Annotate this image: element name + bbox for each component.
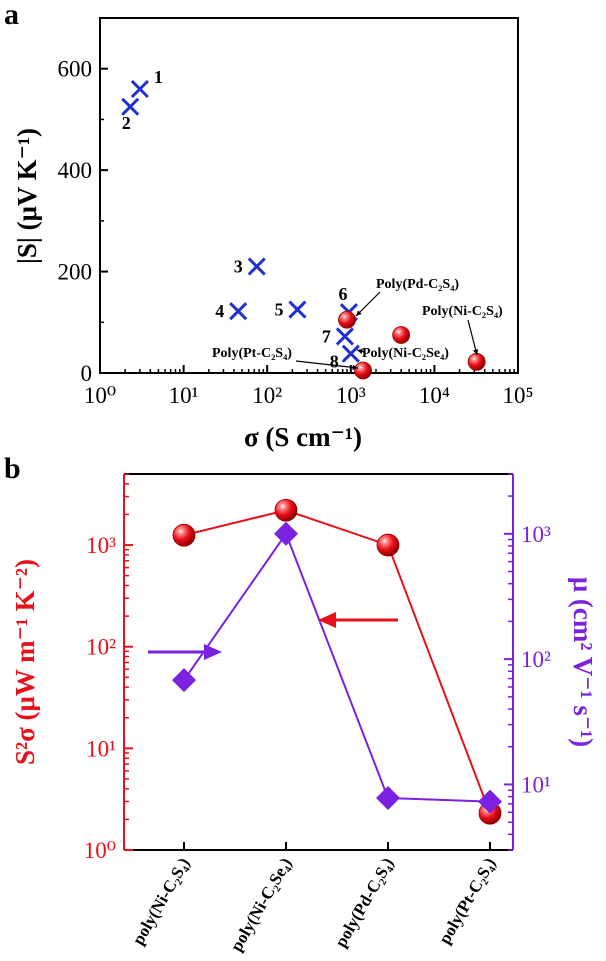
mobility-point [376,785,400,810]
material-annotation-label: Poly(Pd-C₂S₄) [376,277,459,292]
point-number-label: 7 [322,326,331,346]
annotation-arrow-icon [355,291,381,317]
panel-a-annotations: Poly(Pd-C₂S₄) Poly(Ni-C₂S₄) Poly(Pt-C₂S₄) P… [212,277,503,370]
panel-a-x-tick-label: 10⁰ [84,383,116,408]
material-annotation-label: Poly(Pt-C₂S₄) [212,346,292,361]
material-annotation-label: Poly(Ni-C₂S₄) [422,304,503,319]
point-number-label: 6 [338,284,347,304]
panel-b-category-ticks: poly(Ni-C₂S₄) poly(Ni-C₂Se₄) poly(Pd-C₂S₄)… [128,842,499,955]
power-factor-point [172,523,196,547]
panel-b-left-tick-label: 10⁰ [84,838,116,863]
panel-b-left-ticks: 10⁰ 10¹ 10² 10³ [84,473,133,863]
panel-b-label: b [4,452,21,485]
panel-a-y-tick-label: 0 [81,361,93,386]
panel-b-lines [183,509,491,814]
scatter-cross-point [341,344,360,363]
panel-a-x-axis-label: σ (S cm⁻¹) [244,422,362,452]
scatter-cross-point [229,302,248,321]
power-factor-point [274,498,298,522]
annotation-arrow-icon [356,348,365,354]
panel-b-category-label: poly(Pt-C₂S₄) [435,855,500,948]
point-number-label: 2 [122,113,131,133]
panel-b-right-tick-label: 10³ [521,522,551,547]
scatter-sphere-point [354,361,372,380]
panel-b-left-tick-label: 10¹ [86,736,116,761]
panel-a-x-tick-label: 10⁴ [419,383,450,408]
mobility-point [172,668,196,693]
panel-a-y-tick-label: 600 [58,57,93,82]
panel-b-left-axis-label: S²σ (μW m⁻¹ K⁻²) [10,559,40,765]
panel-a-x-tick-label: 10⁵ [502,383,533,408]
panel-a-y-tick-label: 200 [58,260,93,285]
point-number-label: 5 [274,300,283,320]
scatter-cross-point [335,327,354,346]
panel-a-frame [99,17,519,374]
scatter-cross-point [288,300,307,319]
panel-b-right-tick-label: 10¹ [521,772,551,797]
panel-a-x-tick-label: 10² [252,383,282,408]
panel-a-y-axis-label: |S| (μV K⁻¹) [12,128,42,264]
panel-a-chart: 10⁰ 10¹ 10² 10³ 10⁴ 10⁵ 0 200 400 600 1 2 3 4 5 6 7 8 P… [12,17,534,452]
panel-b-left-tick-label: 10² [86,635,116,660]
panel-b-category-label: poly(Ni-C₂S₄) [128,855,193,949]
panel-a-x-tick-label: 10³ [336,383,366,408]
panel-a-x-tick-label: 10¹ [169,383,199,408]
panel-b-right-ticks: 10¹ 10² 10³ [504,473,551,851]
panel-a-x-ticks: 10⁰ 10¹ 10² 10³ 10⁴ 10⁵ [84,365,534,408]
purple-arrow-icon [148,644,222,660]
point-number-label: 4 [215,301,224,321]
annotation-arrow-icon [295,360,359,370]
panel-a-label: a [4,0,19,31]
scatter-cross-point [247,257,266,276]
point-number-label: 8 [330,352,339,372]
mobility-point [274,521,298,546]
power-factor-line [183,509,491,814]
red-arrow-icon [318,612,398,628]
panel-b-right-axis-label: μ (cm² V⁻¹ s⁻¹) [568,577,598,747]
mobility-point [478,789,502,814]
panel-a-marks: 1 2 3 4 5 6 7 8 [121,67,486,380]
panel-b-left-tick-label: 10³ [86,533,116,558]
scatter-sphere-point [392,326,411,344]
panel-b-right-tick-label: 10² [521,647,551,672]
scatter-cross-point [121,97,140,116]
material-annotation-label: Poly(Ni-C₂Se₄) [362,346,449,361]
scatter-cross-point [130,79,149,99]
panel-b-marks [172,498,502,825]
panel-b-category-label: poly(Ni-C₂Se₄) [227,855,296,955]
mobility-line [183,531,491,803]
panel-b-category-label: poly(Pd-C₂S₄) [331,855,397,951]
annotation-arrow-icon [467,319,479,356]
panel-a-y-ticks: 0 200 400 600 [58,57,108,386]
scatter-sphere-point [338,310,356,329]
point-number-label: 1 [154,67,163,87]
scatter-sphere-point [467,352,486,371]
power-factor-point [376,533,400,557]
point-number-label: 3 [234,257,243,277]
panel-a-y-tick-label: 400 [58,158,93,183]
